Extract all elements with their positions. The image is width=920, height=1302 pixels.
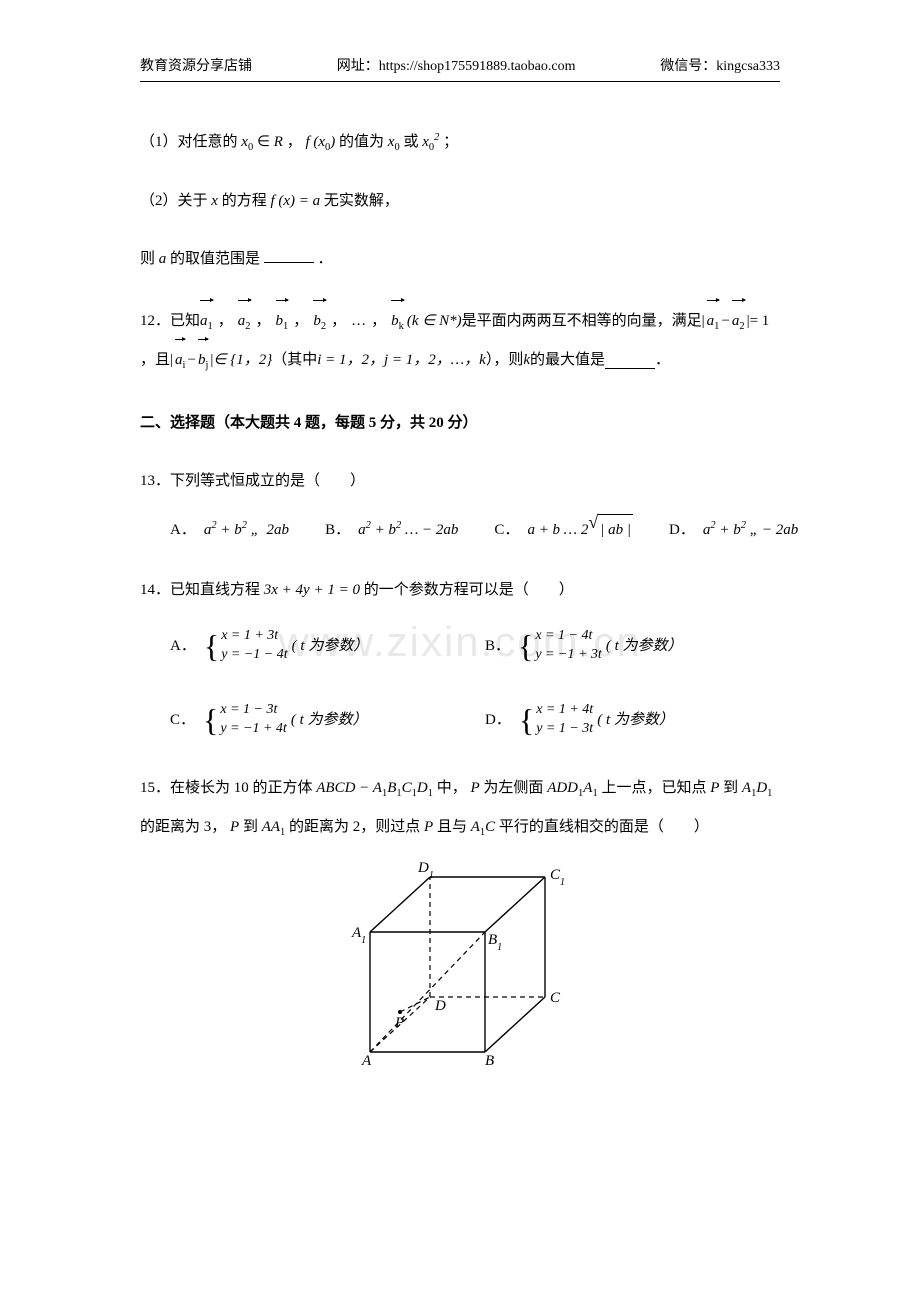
- q13-option-C: C． a + b … 2 √| ab |: [494, 514, 633, 545]
- label-D1: D1: [417, 860, 434, 881]
- body-content: （1）对任意的 x0 ∈ R ， f (x0) 的值为 x0 或 x02 ； （…: [140, 127, 780, 1078]
- q13: 13．下列等式恒成立的是（ ） A． a2 + b2 „ 2ab B． a2 +…: [140, 466, 780, 545]
- q15: 15．在棱长为 10 的正方体 ABCD − A1B1C1D1 中， P 为左侧…: [140, 769, 780, 847]
- cube-svg: A B C D A1 B1 C1 D1 P: [340, 857, 580, 1067]
- q14-option-B: B． { x = 1 − 4t y = −1 + 3t ( t 为参数）: [485, 627, 780, 665]
- q14-option-A: A． { x = 1 + 3t y = −1 − 4t ( t 为参数）: [170, 627, 465, 665]
- q14: 14．已知直线方程 3x + 4y + 1 = 0 的一个参数方程可以是（ ） …: [140, 575, 780, 739]
- q12: 12．已知 a1， a2， b1， b2， …， bk (k ∈ N*) 是平面…: [140, 302, 780, 380]
- header-right: 微信号：kingcsa333: [660, 55, 780, 75]
- q14-option-C: C． { x = 1 − 3t y = −1 + 4t ( t 为参数）: [170, 701, 465, 739]
- q13-options: A． a2 + b2 „ 2ab B． a2 + b2 … − 2ab C． a…: [140, 514, 780, 545]
- q14-options: A． { x = 1 + 3t y = −1 − 4t ( t 为参数） B． …: [140, 627, 780, 739]
- label-D: D: [434, 998, 446, 1014]
- q13-option-A: A． a2 + b2 „ 2ab: [170, 514, 289, 545]
- label-A: A: [361, 1053, 372, 1067]
- q14-option-D: D． { x = 1 + 4t y = 1 − 3t ( t 为参数）: [485, 701, 780, 739]
- q14-stem: 14．已知直线方程 3x + 4y + 1 = 0 的一个参数方程可以是（ ）: [140, 575, 780, 605]
- q13-option-D: D． a2 + b2 „ − 2ab: [669, 514, 798, 545]
- label-B1: B1: [488, 932, 502, 953]
- label-C1: C1: [550, 867, 565, 888]
- label-A1: A1: [351, 925, 366, 946]
- label-C: C: [550, 990, 561, 1006]
- q11-part2: （2）关于 x 的方程 f (x) = a 无实数解，: [140, 186, 780, 216]
- q13-stem: 13．下列等式恒成立的是（ ）: [140, 466, 780, 496]
- header-center: 网址：https://shop175591889.taobao.com: [337, 55, 576, 75]
- q11-part1: （1）对任意的 x0 ∈ R ， f (x0) 的值为 x0 或 x02 ；: [140, 127, 780, 158]
- section-2-heading: 二、选择题（本大题共 4 题，每题 5 分，共 20 分）: [140, 408, 780, 438]
- header-left: 教育资源分享店铺: [140, 55, 252, 75]
- blank-fill: [264, 247, 314, 263]
- label-P: P: [394, 1015, 404, 1031]
- label-B: B: [485, 1053, 494, 1067]
- q13-option-B: B． a2 + b2 … − 2ab: [325, 514, 458, 545]
- blank-fill: [605, 353, 655, 369]
- page-header: 教育资源分享店铺 网址：https://shop175591889.taobao…: [140, 55, 780, 82]
- q15-figure: A B C D A1 B1 C1 D1 P: [140, 857, 780, 1078]
- q11-part3: 则 a 的取值范围是 ．: [140, 244, 780, 274]
